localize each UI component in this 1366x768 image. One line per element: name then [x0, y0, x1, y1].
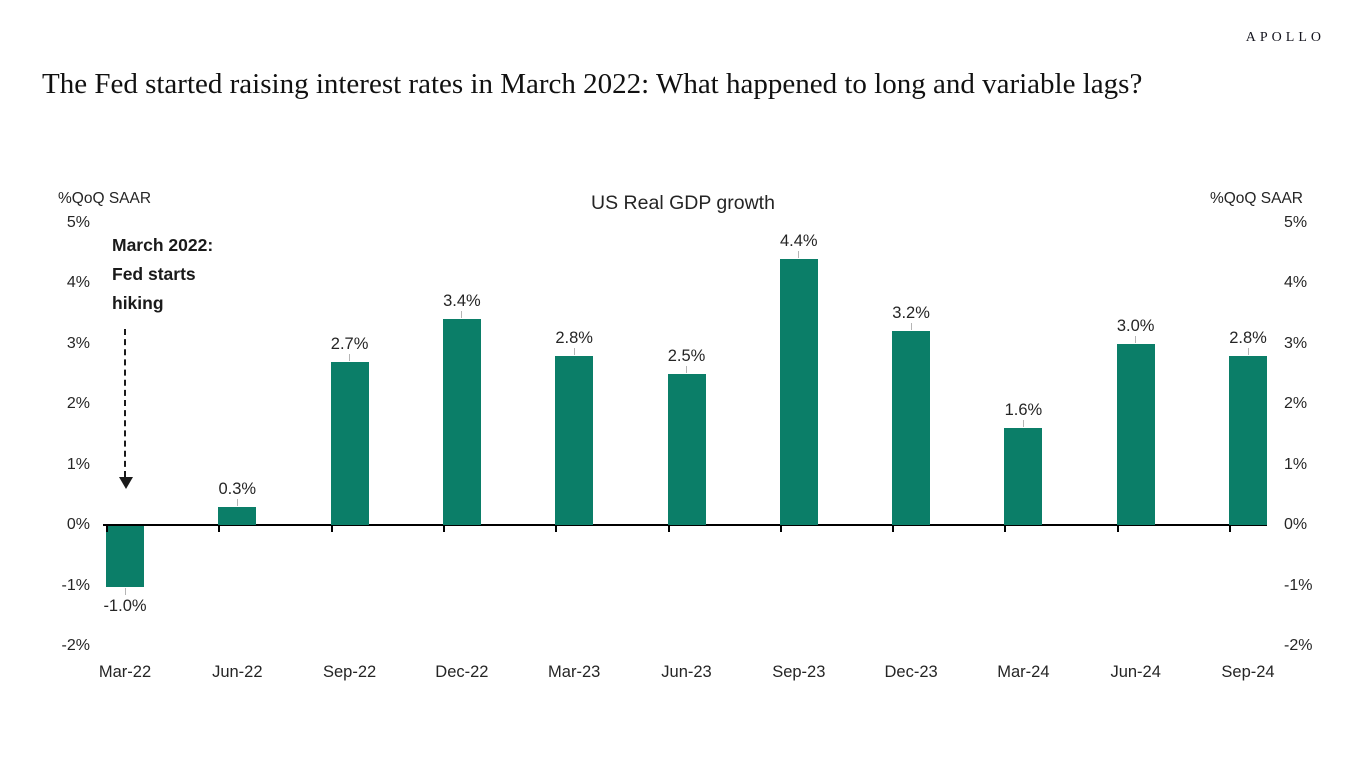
data-label-leader-line — [1022, 420, 1024, 428]
data-label-leader-line — [124, 587, 126, 595]
annotation-line: March 2022: — [112, 235, 214, 255]
bar-Sep-23 — [779, 258, 818, 525]
data-label: 2.8% — [1229, 328, 1267, 347]
data-label: 3.4% — [443, 292, 481, 311]
bar-Jun-23 — [667, 373, 706, 525]
data-label-leader-line — [910, 323, 912, 331]
data-label: 2.7% — [330, 334, 369, 353]
annotation-arrow-line — [124, 329, 126, 477]
y-tick-label-right: 1% — [1284, 455, 1308, 473]
x-category-label: Sep-24 — [1221, 663, 1275, 681]
data-label-leader-line — [686, 365, 687, 373]
bar-Mar-23 — [555, 355, 594, 525]
y-tick-label-left: -2% — [61, 637, 90, 654]
y-tick-label-left: 3% — [66, 334, 90, 352]
bar-Sep-24 — [1229, 355, 1267, 525]
y-tick-label-left: 1% — [66, 455, 90, 473]
data-label-leader-line — [236, 498, 238, 506]
x-category-label: Dec-23 — [884, 663, 938, 681]
y-axis-unit-right: %QoQ SAAR — [1209, 190, 1303, 207]
data-label-leader-line — [798, 250, 800, 258]
data-label: 2.5% — [667, 346, 706, 365]
x-axis-tick — [106, 526, 108, 532]
x-axis-line — [103, 524, 1267, 526]
bar-Sep-22 — [330, 361, 369, 525]
data-label-leader-line — [573, 347, 575, 355]
y-tick-label-right: 4% — [1284, 274, 1308, 291]
x-axis-tick — [1229, 526, 1231, 532]
bar-Dec-22 — [442, 319, 481, 525]
y-tick-label-right: 0% — [1284, 516, 1308, 533]
data-label: 3.2% — [892, 304, 930, 323]
page-title: The Fed started raising interest rates i… — [42, 68, 1143, 100]
y-tick-label-left: 2% — [66, 395, 90, 412]
data-label: 0.3% — [218, 479, 257, 498]
x-axis-tick — [1116, 526, 1119, 532]
y-tick-label-left: 5% — [66, 213, 90, 231]
x-category-label: Mar-24 — [997, 663, 1050, 681]
x-category-label: Jun-24 — [1110, 663, 1161, 681]
x-axis-tick — [1004, 526, 1007, 532]
x-category-label: Sep-22 — [322, 663, 377, 681]
x-axis-tick — [779, 526, 782, 532]
y-tick-label-right: 5% — [1284, 213, 1308, 231]
bar-Mar-24 — [1004, 428, 1043, 525]
data-label: 3.0% — [1116, 316, 1155, 335]
x-category-label: Mar-23 — [548, 663, 601, 681]
y-tick-label-left: 4% — [66, 274, 90, 291]
x-category-label: Jun-23 — [661, 663, 712, 681]
x-category-label: Jun-22 — [212, 663, 263, 681]
bar-Jun-22 — [218, 506, 257, 525]
chart-title: US Real GDP growth — [591, 192, 775, 214]
data-label-leader-line — [1135, 335, 1137, 343]
bar-Dec-23 — [892, 331, 931, 525]
data-label-leader-line — [1247, 347, 1249, 355]
y-tick-label-right: -2% — [1284, 637, 1313, 654]
data-label: 1.6% — [1004, 401, 1043, 420]
x-axis-tick — [892, 526, 895, 532]
x-axis-tick — [667, 526, 670, 532]
bar-Jun-24 — [1116, 343, 1155, 525]
annotation-line: Fed starts — [112, 264, 196, 284]
x-axis-tick — [442, 526, 445, 532]
x-category-label: Mar-22 — [98, 663, 152, 681]
apollo-logo: APOLLO — [1245, 30, 1325, 45]
annotation-line: hiking — [112, 293, 164, 313]
y-tick-label-right: -1% — [1284, 576, 1313, 594]
y-tick-label-left: -1% — [61, 576, 90, 594]
x-axis-tick — [218, 526, 221, 532]
chart-annotation: March 2022: Fed starts hiking — [112, 231, 213, 318]
x-category-label: Sep-23 — [772, 663, 826, 681]
annotation-arrow-head-icon — [119, 477, 133, 489]
y-axis-unit-left: %QoQ SAAR — [58, 190, 152, 207]
x-axis-tick — [555, 526, 558, 532]
bar-Mar-22 — [106, 526, 144, 587]
data-label: 2.8% — [555, 328, 593, 347]
data-label-leader-line — [461, 311, 463, 319]
data-label-leader-line — [349, 353, 351, 361]
x-category-label: Dec-22 — [435, 663, 489, 681]
x-axis-tick — [330, 526, 333, 532]
y-tick-label-left: 0% — [66, 516, 90, 533]
data-label: 4.4% — [779, 231, 818, 250]
y-tick-label-right: 2% — [1284, 395, 1308, 412]
data-label: -1.0% — [103, 596, 147, 615]
y-tick-label-right: 3% — [1284, 334, 1308, 352]
